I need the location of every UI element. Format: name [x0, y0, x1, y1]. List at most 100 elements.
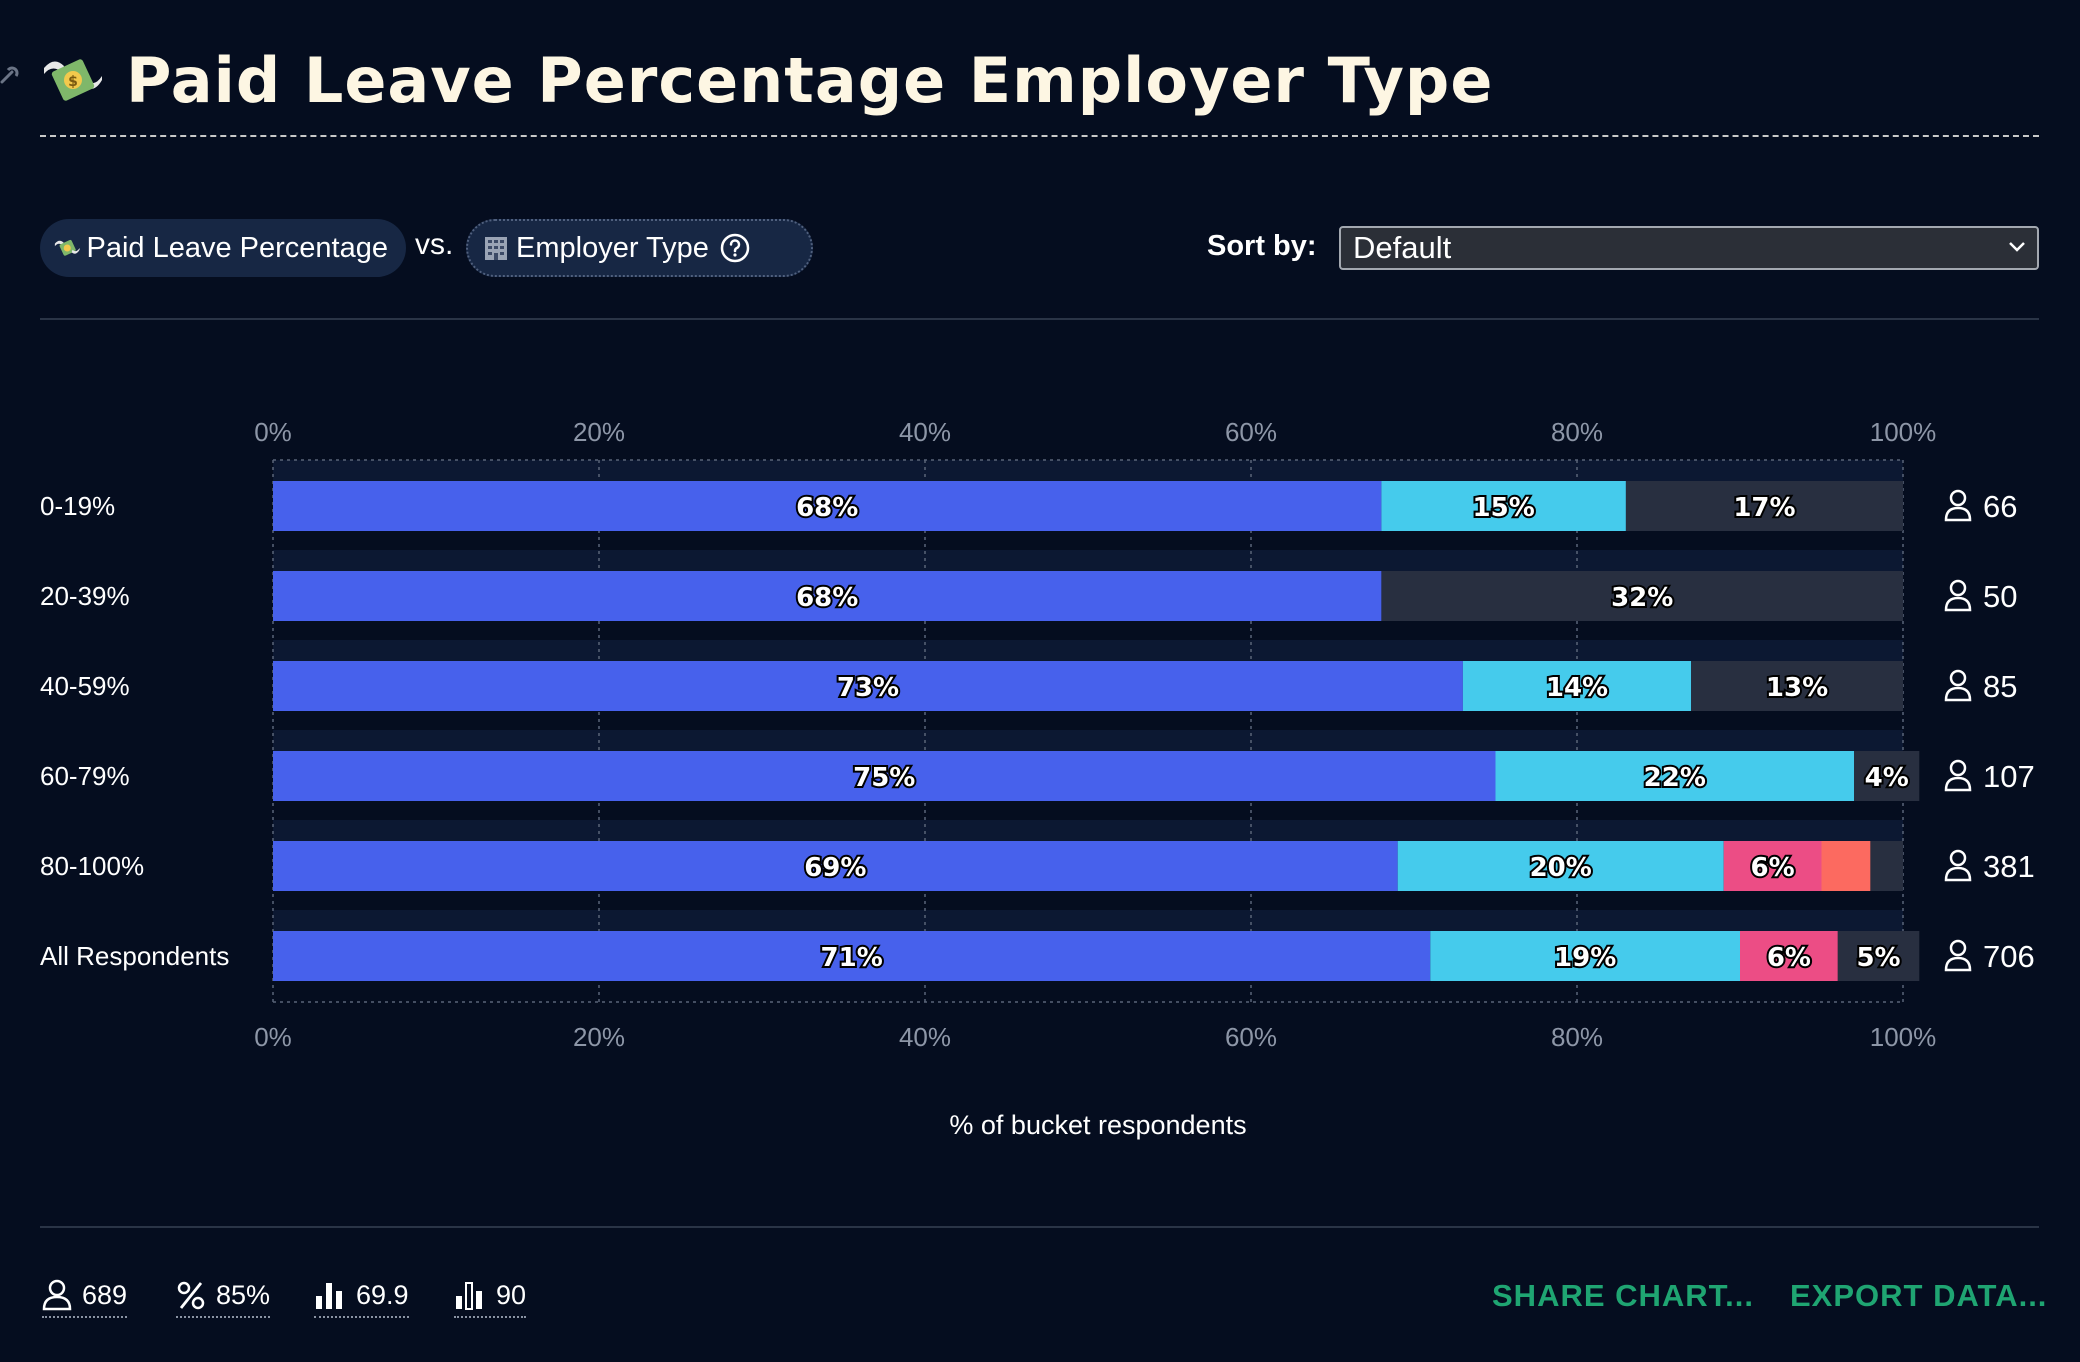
share-chart-button[interactable]: SHARE CHART... — [1492, 1278, 1755, 1313]
bar-data-label: 32% — [1611, 583, 1673, 613]
bar-data-label: 22% — [1644, 763, 1706, 793]
bar-segment — [1691, 661, 1903, 711]
link-icon[interactable] — [0, 62, 20, 92]
x-axis-label: % of bucket respondents — [949, 1110, 1247, 1140]
respondent-count: 107 — [1983, 759, 2035, 794]
x-tick-label: 60% — [1225, 1022, 1277, 1052]
footer-divider — [40, 1226, 2039, 1228]
stat-percent[interactable]: 85% — [176, 1276, 271, 1318]
person-icon — [1944, 596, 1972, 612]
office-building-icon — [485, 237, 507, 260]
bar-data-label: 69% — [804, 853, 866, 883]
export-data-button[interactable]: EXPORT DATA... — [1790, 1278, 2048, 1313]
x-tick-label: 60% — [1225, 417, 1277, 447]
category-label: 40-59% — [40, 671, 130, 701]
bar-segment — [273, 571, 1382, 621]
bar-segment — [1740, 931, 1838, 981]
stat-mean[interactable]: 69.9 — [314, 1276, 409, 1318]
respondent-count: 50 — [1983, 579, 2017, 614]
bar-segment — [1821, 841, 1871, 891]
x-tick-label: 20% — [573, 417, 625, 447]
bar-data-label: 6% — [1767, 943, 1811, 973]
bar-data-label: 5% — [1856, 943, 1900, 973]
bar-data-label: 19% — [1554, 943, 1616, 973]
bar-data-label: 75% — [853, 763, 915, 793]
x-tick-label: 80% — [1551, 1022, 1603, 1052]
x-variable-label: Paid Leave Percentage — [86, 231, 389, 264]
bar-segment — [273, 481, 1382, 531]
controls-divider — [40, 318, 2039, 320]
person-icon — [1944, 686, 1972, 702]
title-row: $ Paid Leave Percentage Employer Type — [40, 40, 1493, 120]
x-tick-label: 40% — [899, 1022, 951, 1052]
stat-value: 85% — [216, 1279, 271, 1310]
category-label: 0-19% — [40, 491, 115, 521]
bar-data-label: 14% — [1546, 673, 1608, 703]
title-divider — [40, 135, 2039, 137]
person-icon — [1944, 776, 1972, 792]
bar-segment — [1723, 841, 1822, 891]
category-label: 60-79% — [40, 761, 130, 791]
bar-segment — [1854, 751, 1920, 801]
x-tick-label: 100% — [1870, 1022, 1937, 1052]
bar-segment — [1625, 481, 1903, 531]
sort-select[interactable]: Default — [1339, 226, 2039, 270]
stat-value: 689 — [82, 1279, 128, 1310]
help-icon[interactable] — [719, 232, 751, 264]
percent-icon — [177, 1281, 205, 1310]
person-icon — [1944, 866, 1972, 882]
sort-label: Sort by: — [1207, 230, 1317, 262]
person-icon — [1944, 506, 1972, 522]
category-label: 80-100% — [40, 851, 144, 881]
bar-segment — [1837, 931, 1920, 981]
bar-data-label: 4% — [1865, 763, 1909, 793]
category-label: 20-39% — [40, 581, 130, 611]
category-label: All Respondents — [40, 941, 229, 971]
person-icon — [1949, 489, 1967, 507]
bar-segment — [273, 661, 1463, 711]
bar-data-label: 15% — [1473, 493, 1535, 523]
x-tick-label: 80% — [1551, 417, 1603, 447]
person-icon — [1949, 939, 1967, 957]
person-icon — [1949, 759, 1967, 777]
x-tick-label: 100% — [1870, 417, 1937, 447]
svg-text:$: $ — [68, 74, 78, 90]
bar-data-label: 73% — [837, 673, 899, 703]
x-variable-chip[interactable]: Paid Leave Percentage — [40, 219, 406, 277]
person-icon — [1944, 956, 1972, 972]
bar-data-label: 68% — [796, 583, 858, 613]
chart-controls: Paid Leave Percentage vs. Employer Type … — [40, 218, 2039, 278]
person-icon — [1949, 669, 1967, 687]
stat-value: 90 — [496, 1279, 527, 1310]
bar-segment — [273, 751, 1496, 801]
respondent-count: 381 — [1983, 849, 2035, 884]
person-icon — [1949, 849, 1967, 867]
stat-value: 69.9 — [356, 1279, 409, 1310]
bar-segment — [1381, 481, 1626, 531]
bar-segment — [1462, 661, 1692, 711]
bar-segment — [1397, 841, 1724, 891]
median-bars-icon — [456, 1282, 482, 1310]
sort-select-value: Default — [1353, 230, 1452, 265]
money-with-wings-icon — [54, 239, 80, 256]
y-variable-label: Employer Type — [516, 231, 709, 264]
money-with-wings-icon: $ — [44, 59, 102, 101]
stat-respondents[interactable]: 689 — [42, 1276, 128, 1318]
x-tick-label: 0% — [254, 1022, 292, 1052]
person-icon — [1949, 579, 1967, 597]
bar-data-label: 20% — [1530, 853, 1592, 883]
stat-median[interactable]: 90 — [454, 1276, 527, 1318]
bar-segment — [1381, 571, 1903, 621]
respondent-count: 66 — [1983, 489, 2017, 524]
y-variable-chip[interactable]: Employer Type — [466, 219, 813, 277]
vs-label: vs. — [415, 228, 454, 261]
respondent-count: 706 — [1983, 939, 2035, 974]
x-tick-label: 20% — [573, 1022, 625, 1052]
bar-segment — [1495, 751, 1855, 801]
mean-bars-icon — [316, 1283, 342, 1309]
bar-segment — [273, 841, 1398, 891]
bar-data-label: 68% — [796, 493, 858, 523]
x-tick-label: 40% — [899, 417, 951, 447]
bar-data-label: 71% — [821, 943, 883, 973]
